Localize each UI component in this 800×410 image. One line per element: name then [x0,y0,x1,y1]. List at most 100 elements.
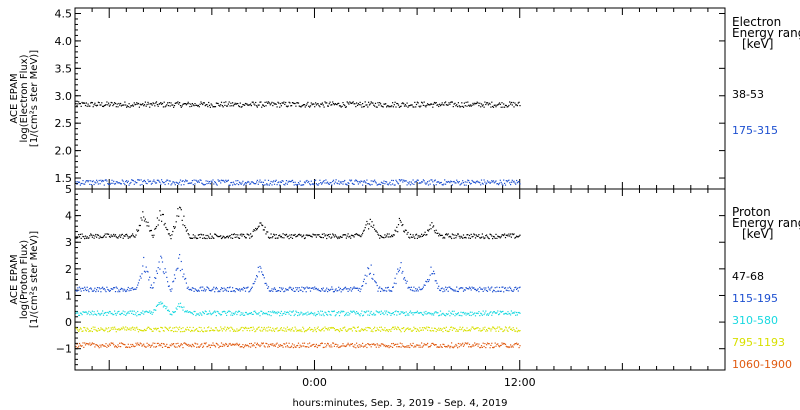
data-point [223,287,225,289]
data-point [445,101,447,103]
data-point [423,327,425,329]
data-point [105,291,107,293]
data-point [179,331,182,333]
data-point [295,183,297,186]
data-point [332,342,334,344]
data-point [357,103,359,105]
data-point [279,312,282,314]
data-point [138,329,140,331]
data-point [224,104,226,106]
data-point [400,331,402,333]
data-point [373,181,375,183]
data-point [176,330,178,333]
data-point [367,223,369,225]
data-point [510,314,512,316]
data-point [461,236,463,238]
data-point [133,102,135,104]
data-point [236,288,238,290]
data-point [308,287,310,289]
data-point [383,313,385,316]
data-point [256,344,258,346]
data-point [185,343,187,345]
data-point [446,234,448,236]
data-point [249,290,251,292]
data-point [230,344,232,346]
data-point [518,235,520,237]
data-point [268,329,270,331]
data-point [175,221,177,223]
data-point [202,345,205,347]
data-point [327,314,329,316]
data-point [183,273,185,275]
data-point [488,102,490,104]
data-point [414,328,416,330]
data-point [478,311,480,313]
data-point [315,179,317,181]
data-point [422,345,424,347]
data-point [330,288,332,290]
data-point [211,181,213,183]
data-point [96,105,98,107]
data-point [148,181,150,183]
data-point [277,346,279,348]
data-point [412,234,414,236]
data-point [105,179,107,181]
data-point [451,313,453,315]
data-point [271,101,273,103]
data-point [154,105,156,107]
data-point [77,236,79,238]
data-point [250,346,252,348]
data-point [371,343,373,345]
data-point [326,313,328,316]
data-point [514,330,516,332]
data-point [184,330,186,332]
data-point [349,289,351,291]
data-point [350,328,353,330]
data-point [173,181,175,183]
data-point [456,179,458,181]
data-point [491,314,493,316]
data-point [375,282,377,284]
data-point [265,184,267,186]
data-point [449,182,451,184]
data-point [313,103,315,105]
data-point [461,315,463,317]
data-point [385,103,387,105]
data-point [428,228,430,231]
data-point [326,344,328,346]
data-point [93,311,95,313]
data-point [204,310,206,312]
data-point [257,266,259,268]
data-point [466,312,468,314]
data-point [302,184,304,186]
data-point [230,102,232,104]
data-point [370,225,372,227]
data-point [330,104,332,106]
data-point [397,326,399,328]
data-point [365,224,367,226]
data-point [486,102,489,104]
data-point [231,344,233,346]
data-point [257,313,259,315]
data-point [89,342,91,344]
data-point [390,314,392,316]
data-point [192,326,194,329]
data-point [382,106,384,108]
data-point [508,313,510,315]
data-point [485,310,487,312]
data-point [166,228,168,230]
data-point [506,329,508,331]
data-point [165,308,167,310]
data-point [87,312,89,314]
data-point [401,327,403,330]
data-point [332,327,335,329]
data-point [344,183,347,185]
data-point [416,328,418,330]
data-point [119,329,121,331]
data-point [226,345,229,347]
data-point [235,103,237,105]
data-point [114,235,116,237]
data-point [394,101,396,103]
data-point [291,289,294,291]
data-point [496,312,498,314]
